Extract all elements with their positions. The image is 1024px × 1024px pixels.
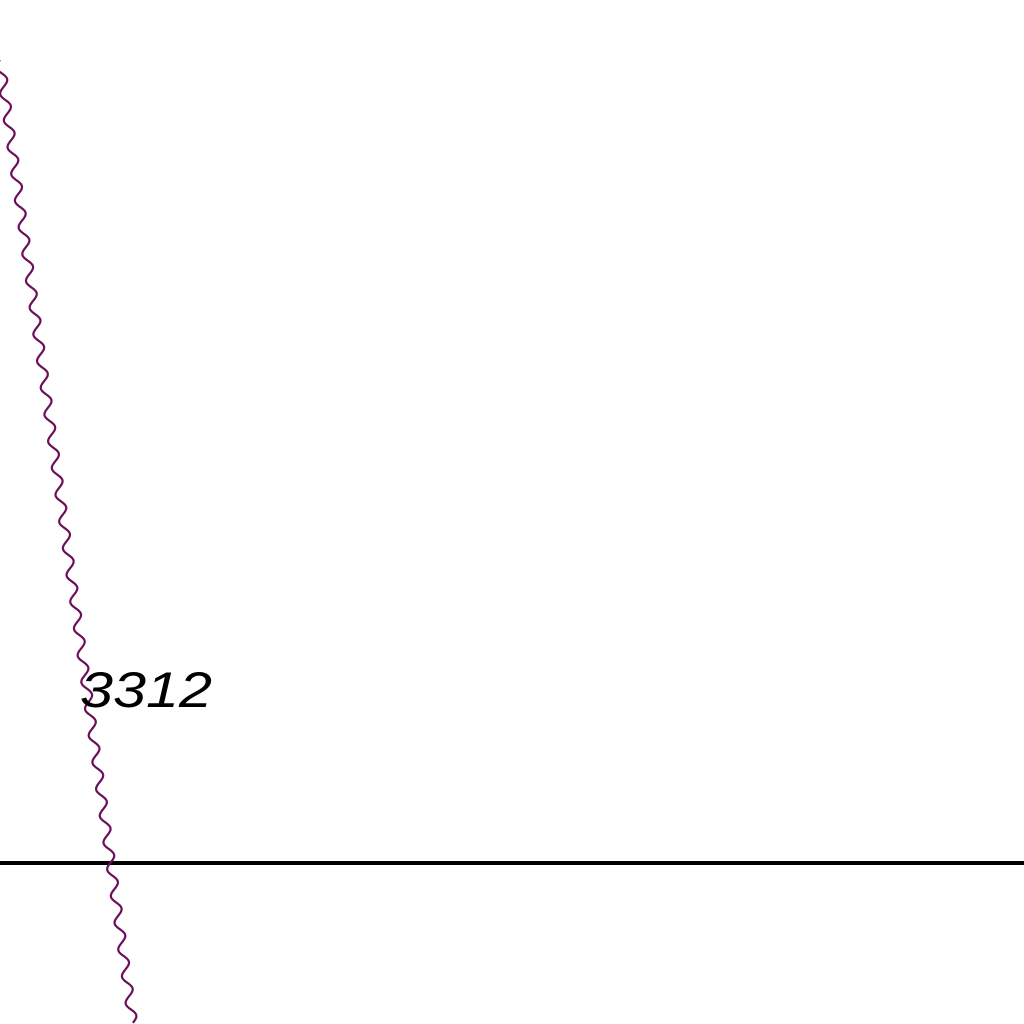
wavy-boundary-line: [0, 60, 138, 1024]
route-number-label: 3312: [80, 662, 212, 718]
